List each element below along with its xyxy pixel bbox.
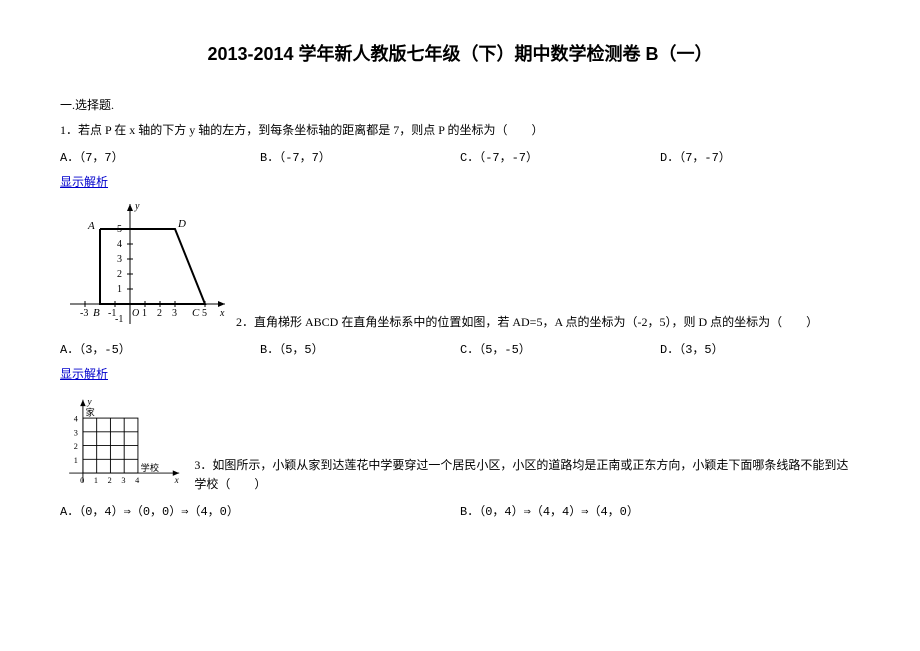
svg-text:3: 3 — [74, 429, 78, 438]
svg-text:C: C — [192, 307, 200, 319]
q2-opt-c[interactable]: C．（5，-5） — [460, 340, 660, 357]
q3-opt-a[interactable]: A．（0，4）⇒（0，0）⇒（4，0） — [60, 502, 460, 519]
svg-text:1: 1 — [74, 456, 78, 465]
svg-text:3: 3 — [121, 476, 125, 485]
svg-text:-1: -1 — [108, 308, 116, 319]
svg-text:O: O — [132, 308, 139, 319]
q3-text: 3．如图所示，小颖从家到达莲花中学要穿过一个居民小区，小区的道路均是正南或正东方… — [194, 456, 860, 494]
q1-opt-a[interactable]: A．（7，7） — [60, 148, 260, 165]
q2-options: A．（3，-5） B．（5，5） C．（5，-5） D．（3，5） — [60, 340, 860, 357]
q1-text: 1．若点 P 在 x 轴的下方 y 轴的左方，到每条坐标轴的距离都是 7，则点 … — [60, 121, 860, 140]
q2-opt-a[interactable]: A．（3，-5） — [60, 340, 260, 357]
q2-figure: 1 2 3 4 5 -1 -3 -1 O 1 2 3 5 x y A D C B — [60, 194, 230, 334]
q1-show-link[interactable]: 显示解析 — [60, 173, 108, 190]
q2-show-link[interactable]: 显示解析 — [60, 365, 108, 382]
q2-opt-d[interactable]: D．（3，5） — [660, 340, 860, 357]
page-title: 2013-2014 学年新人教版七年级（下）期中数学检测卷 B（一） — [60, 40, 860, 66]
q3-options: A．（0，4）⇒（0，0）⇒（4，0） B．（0，4）⇒（4，4）⇒（4，0） — [60, 502, 860, 519]
svg-text:4: 4 — [117, 239, 122, 250]
svg-text:4: 4 — [135, 476, 139, 485]
q3-opt-b[interactable]: B．（0，4）⇒（4，4）⇒（4，0） — [460, 502, 860, 519]
q1-opt-b[interactable]: B．（-7，7） — [260, 148, 460, 165]
svg-text:-3: -3 — [80, 308, 88, 319]
svg-text:4: 4 — [74, 415, 78, 424]
svg-text:2: 2 — [108, 476, 112, 485]
svg-text:y: y — [134, 201, 140, 212]
q3-figure: 4 3 2 1 0 1 2 3 4 x y 家 学校 — [60, 386, 188, 496]
svg-text:y: y — [87, 397, 93, 407]
q1-opt-c[interactable]: C．（-7，-7） — [460, 148, 660, 165]
svg-text:3: 3 — [117, 254, 122, 265]
svg-text:3: 3 — [172, 308, 177, 319]
svg-text:x: x — [174, 475, 179, 485]
section-heading: 一.选择题. — [60, 96, 860, 113]
svg-text:A: A — [87, 220, 95, 232]
svg-text:x: x — [219, 308, 225, 319]
q1-opt-d[interactable]: D．（7，-7） — [660, 148, 860, 165]
svg-text:1: 1 — [142, 308, 147, 319]
svg-text:2: 2 — [74, 442, 78, 451]
q1-options: A．（7，7） B．（-7，7） C．（-7，-7） D．（7，-7） — [60, 148, 860, 165]
svg-text:B: B — [93, 307, 100, 319]
home-label: 家 — [86, 407, 95, 418]
svg-text:2: 2 — [117, 269, 122, 280]
svg-text:5: 5 — [202, 308, 207, 319]
svg-text:D: D — [177, 218, 186, 230]
svg-text:2: 2 — [157, 308, 162, 319]
q2-text: 2．直角梯形 ABCD 在直角坐标系中的位置如图，若 AD=5，A 点的坐标为（… — [236, 313, 818, 332]
svg-text:1: 1 — [94, 476, 98, 485]
school-label: 学校 — [141, 462, 159, 473]
svg-text:1: 1 — [117, 284, 122, 295]
svg-text:0: 0 — [80, 476, 84, 485]
q2-opt-b[interactable]: B．（5，5） — [260, 340, 460, 357]
